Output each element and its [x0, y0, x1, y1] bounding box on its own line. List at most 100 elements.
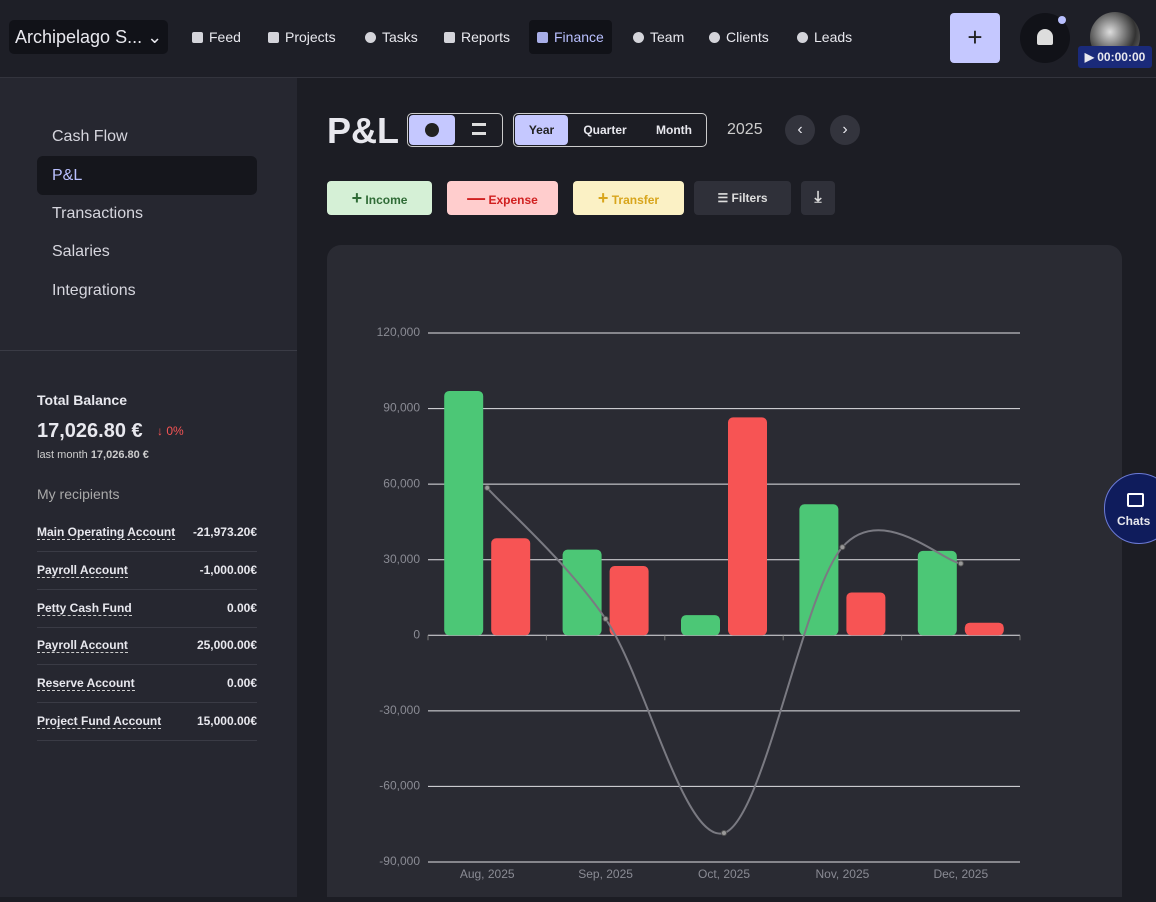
nav-item[interactable]: Feed [184, 20, 249, 54]
period-option[interactable]: Quarter [583, 123, 627, 137]
nav-item[interactable]: Team [625, 20, 692, 54]
chats-label: Chats [1117, 514, 1151, 528]
recipient-amount: 25,000.00€ [196, 638, 257, 653]
nav-item[interactable]: Clients [701, 20, 777, 54]
row-divider [37, 626, 257, 628]
recipient-name[interactable]: Main Operating Account [37, 525, 176, 540]
balance-change: ↓ 0% [157, 424, 184, 438]
bar [917, 550, 957, 636]
bar [491, 538, 531, 636]
nav-label: Leads [814, 29, 853, 45]
add-button[interactable]: + [950, 13, 1000, 63]
x-tick-label: Nov, 2025 [815, 867, 869, 881]
nav-label: Tasks [382, 29, 418, 45]
row-divider [37, 664, 257, 666]
chats-button[interactable]: Chats [1104, 473, 1156, 544]
line-point [957, 560, 964, 567]
x-tick-label: Dec, 2025 [933, 867, 988, 881]
x-tick-label: Oct, 2025 [698, 867, 750, 881]
nav-item[interactable]: Tasks [357, 20, 426, 54]
recipient-name[interactable]: Petty Cash Fund [37, 600, 132, 616]
balance-title: Total Balance [37, 392, 127, 408]
bar [681, 615, 720, 636]
nav-label: Team [650, 29, 685, 45]
view-toggle [407, 113, 503, 147]
recipient-amount: 0.00€ [226, 600, 257, 615]
nav-item[interactable]: Reports [436, 20, 518, 54]
recipient-name[interactable]: Project Fund Account [37, 714, 162, 729]
button-label: Transfer [611, 193, 660, 207]
bar [444, 390, 484, 636]
y-tick-label: -30,000 [379, 703, 420, 717]
side-menu-item[interactable]: P&L [37, 156, 257, 195]
year-label: 2025 [727, 121, 763, 138]
workspace-name: Archipelago S... [15, 27, 143, 47]
period-option[interactable]: Year [515, 115, 568, 145]
divider [0, 350, 297, 351]
top-bar: Archipelago S... ⌄ Feed Projects Tasks R… [0, 0, 1156, 78]
last-month: last month 17,026.80 € [37, 449, 149, 461]
button-label: Expense [488, 193, 538, 207]
net-line [486, 487, 962, 835]
notifications-button[interactable] [1020, 13, 1070, 63]
nav-label: Feed [209, 29, 241, 45]
chart-card: -90,000 -60,000 -30,000 0 30,000 60,000 90,000… [327, 245, 1122, 897]
nav-item[interactable]: Finance [529, 20, 612, 54]
chart-view-button[interactable] [409, 115, 455, 145]
bar [964, 622, 1004, 636]
download-button[interactable]: ⤓ [801, 181, 835, 215]
expense-button[interactable]: — Expense [447, 181, 558, 215]
timer-value: 00:00:00 [1097, 50, 1146, 64]
line-point [602, 615, 609, 622]
y-tick-label: 120,000 [377, 325, 421, 339]
y-tick-label: 30,000 [383, 552, 420, 566]
page-title: P&L [327, 110, 399, 151]
prev-button[interactable]: ‹ [785, 115, 815, 145]
timer[interactable]: ▶ 00:00:00 [1078, 46, 1152, 68]
nav-label: Clients [726, 29, 769, 45]
transfer-button[interactable]: + Transfer [573, 181, 684, 215]
next-button[interactable]: › [830, 115, 860, 145]
list-view-button[interactable] [472, 123, 486, 135]
recipient-name[interactable]: Payroll Account [37, 638, 128, 654]
balance-amount: 17,026.80 € [37, 420, 143, 442]
y-tick-label: -90,000 [379, 854, 420, 868]
income-button[interactable]: + Income [327, 181, 432, 215]
y-tick-label: 90,000 [383, 401, 420, 415]
recipient-amount: -1,000.00€ [199, 562, 257, 577]
nav-item[interactable]: Projects [260, 20, 344, 54]
recipient-name[interactable]: Reserve Account [37, 676, 135, 692]
nav-label: Finance [554, 29, 604, 45]
workspace-select[interactable]: Archipelago S... ⌄ [9, 20, 168, 54]
recipient-name[interactable]: Payroll Account [37, 562, 128, 578]
side-menu-item[interactable]: Cash Flow [52, 128, 128, 145]
row-divider [37, 702, 257, 704]
recipients-title: My recipients [37, 486, 120, 502]
bar [609, 566, 649, 636]
row-divider [37, 740, 257, 741]
side-menu-item[interactable]: Salaries [52, 243, 110, 260]
sidebar [0, 78, 297, 897]
nav-label: Reports [461, 29, 511, 45]
filters-button[interactable]: ☰ Filters [694, 181, 791, 215]
button-label: Income [365, 193, 408, 207]
button-label: Filters [731, 191, 768, 205]
bar [799, 504, 839, 636]
line-point [484, 484, 491, 491]
side-menu-item[interactable]: Integrations [52, 282, 136, 299]
line-point [721, 830, 727, 837]
recipient-amount: -21,973.20€ [192, 525, 257, 539]
recipient-amount: 0.00€ [226, 676, 257, 691]
last-month-value: 17,026.80 € [90, 449, 149, 461]
x-tick-label: Sep, 2025 [578, 867, 633, 881]
period-toggle: Year Quarter Month [513, 113, 707, 147]
nav-item[interactable]: Leads [789, 20, 860, 54]
y-tick-label: 60,000 [383, 476, 420, 490]
bar [562, 549, 602, 636]
chart: -90,000 -60,000 -30,000 0 30,000 60,000 90,000… [377, 325, 1021, 881]
balance-change-value: 0% [166, 424, 184, 438]
nav-label: Projects [285, 29, 336, 45]
period-option[interactable]: Month [656, 123, 692, 137]
side-menu-item[interactable]: Transactions [52, 205, 143, 222]
x-tick-label: Aug, 2025 [460, 867, 515, 881]
